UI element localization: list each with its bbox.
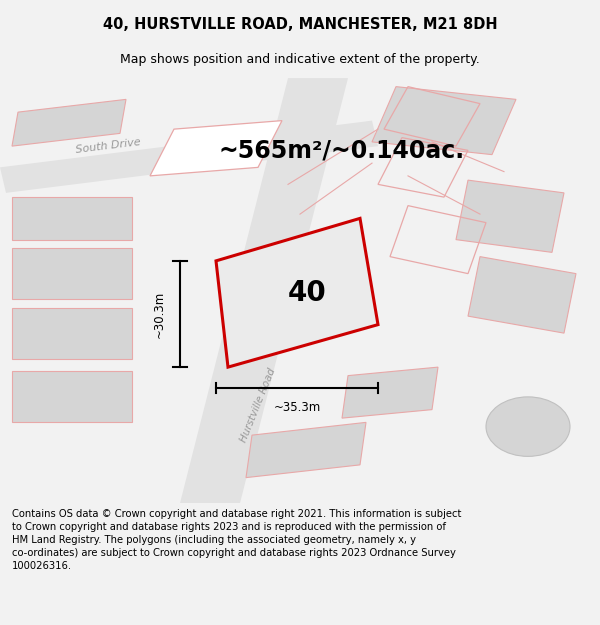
Text: Contains OS data © Crown copyright and database right 2021. This information is : Contains OS data © Crown copyright and d… (12, 509, 461, 571)
Polygon shape (12, 248, 132, 299)
Polygon shape (246, 422, 366, 478)
Text: Hurstville Road: Hurstville Road (239, 367, 277, 444)
Text: ~565m²/~0.140ac.: ~565m²/~0.140ac. (219, 138, 465, 162)
Text: ~35.3m: ~35.3m (274, 401, 320, 414)
Circle shape (486, 397, 570, 456)
Polygon shape (372, 87, 516, 154)
Polygon shape (12, 197, 132, 239)
Polygon shape (12, 371, 132, 423)
Polygon shape (216, 218, 378, 367)
Polygon shape (456, 180, 564, 253)
Polygon shape (342, 367, 438, 418)
Polygon shape (150, 121, 282, 176)
Text: 40: 40 (288, 279, 327, 307)
Polygon shape (12, 308, 132, 359)
Text: South Drive: South Drive (75, 137, 141, 155)
Text: Map shows position and indicative extent of the property.: Map shows position and indicative extent… (120, 53, 480, 66)
Polygon shape (0, 121, 378, 193)
Polygon shape (12, 99, 126, 146)
Polygon shape (180, 78, 348, 503)
Text: ~30.3m: ~30.3m (152, 291, 166, 338)
Text: 40, HURSTVILLE ROAD, MANCHESTER, M21 8DH: 40, HURSTVILLE ROAD, MANCHESTER, M21 8DH (103, 17, 497, 32)
Polygon shape (468, 257, 576, 333)
